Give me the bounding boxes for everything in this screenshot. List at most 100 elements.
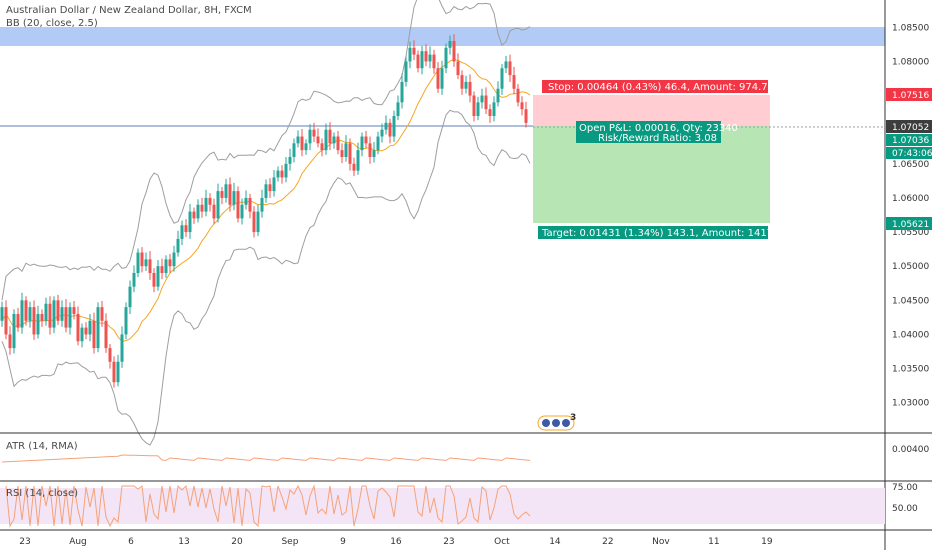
candle-body — [32, 307, 36, 335]
candle-body — [92, 320, 96, 349]
candle-body — [336, 136, 340, 151]
candle-body — [444, 47, 448, 69]
time-tick-label: 6 — [128, 537, 134, 547]
bb-legend: BB (20, close, 2.5) — [6, 18, 98, 29]
risk-reward-text: Risk/Reward Ratio: 3.08 — [598, 133, 717, 144]
candle-body — [272, 177, 276, 192]
candle-body — [464, 81, 468, 89]
time-tick-label: 22 — [602, 537, 613, 547]
candle-body — [460, 75, 464, 89]
candle-body — [384, 122, 388, 130]
candle-body — [220, 191, 224, 198]
candle-body — [488, 109, 492, 117]
rsi-legend: RSI (14, close) — [6, 488, 79, 499]
candle-body — [428, 54, 432, 62]
candle-body — [344, 143, 348, 157]
candle-body — [36, 313, 40, 335]
candle-body — [280, 170, 284, 178]
candle-body — [148, 259, 152, 274]
time-tick-label: Nov — [652, 537, 670, 547]
candle-body — [348, 143, 352, 164]
candle-body — [376, 136, 380, 151]
countdown-badge: 07:43:06 — [886, 147, 932, 159]
candle-body — [300, 136, 304, 151]
candle-body — [48, 303, 52, 328]
symbol-title: Australian Dollar / New Zealand Dollar, … — [6, 5, 252, 16]
candle-body — [172, 252, 176, 267]
target-label: Target: 0.01431 (1.34%) 143.1, Amount: 1… — [538, 226, 773, 239]
stop-label: Stop: 0.00464 (0.43%) 46.4, Amount: 974.… — [542, 80, 768, 93]
candle-body — [292, 143, 296, 157]
target-text: Target: 0.01431 (1.34%) 143.1, Amount: 1… — [541, 228, 773, 239]
resistance-zone[interactable] — [0, 27, 885, 46]
candle-body — [232, 191, 236, 205]
candle-body — [340, 150, 344, 157]
candle-body — [424, 51, 428, 62]
candle-body — [472, 95, 476, 117]
price-tick-label: 1.06000 — [892, 194, 929, 204]
candle-body — [368, 143, 372, 157]
candle-body — [116, 361, 120, 383]
indicator-tick-label: 0.00400 — [892, 445, 929, 455]
candle-body — [256, 211, 260, 233]
candle-body — [56, 300, 60, 321]
candle-body — [360, 136, 364, 151]
candle-body — [168, 259, 172, 267]
candle-body — [112, 361, 116, 383]
candle-body — [76, 313, 80, 342]
candle-body — [328, 129, 332, 144]
candle-body — [204, 197, 208, 212]
candle-body — [144, 259, 148, 267]
candle-body — [284, 163, 288, 178]
candle-body — [192, 211, 196, 219]
candle-body — [208, 197, 212, 205]
candle-body — [104, 320, 108, 349]
price-tick-label: 1.04500 — [892, 296, 929, 306]
time-tick-label: 16 — [390, 537, 402, 547]
time-tick-label: 9 — [340, 537, 346, 547]
time-tick-label: 20 — [231, 537, 243, 547]
candle-body — [400, 81, 404, 103]
candle-body — [108, 348, 112, 362]
stop-zone[interactable] — [533, 95, 770, 126]
candle-body — [320, 143, 324, 151]
candle-body — [72, 307, 76, 314]
candle-body — [180, 225, 184, 239]
candle-body — [84, 327, 88, 335]
rsi-line — [5, 484, 531, 528]
candle-body — [504, 61, 508, 69]
time-tick-label: 11 — [708, 537, 719, 547]
candle-body — [216, 191, 220, 219]
candle-body — [288, 156, 292, 164]
candle-body — [508, 61, 512, 76]
candle-body — [496, 88, 500, 103]
events-count: 3 — [570, 413, 576, 423]
candle-body — [120, 334, 124, 362]
time-tick-label: 19 — [761, 537, 773, 547]
candle-body — [500, 68, 504, 89]
entry-price-badge: 1.07036 — [886, 134, 932, 146]
candle-body — [312, 129, 316, 137]
time-tick-label: 23 — [443, 537, 454, 547]
candle-body — [276, 170, 280, 178]
events-icon[interactable]: 3 — [537, 413, 576, 431]
candle-body — [136, 252, 140, 274]
candle-body — [152, 273, 156, 287]
candle-body — [392, 116, 396, 137]
candle-body — [372, 150, 376, 157]
candle-body — [160, 266, 164, 274]
candle-body — [524, 109, 528, 123]
candles — [0, 34, 528, 388]
candle-body — [476, 102, 480, 117]
candle-body — [308, 129, 312, 144]
stop-text: Stop: 0.00464 (0.43%) 46.4, Amount: 974.… — [548, 82, 768, 93]
entry-price-badge-text: 1.07036 — [892, 136, 929, 146]
candle-body — [304, 143, 308, 151]
target-price-badge-text: 1.05621 — [892, 220, 929, 230]
candle-body — [132, 273, 136, 287]
candle-body — [212, 204, 216, 219]
price-tick-label: 1.08500 — [892, 23, 929, 33]
time-axis[interactable]: 23 Aug 6 13 20 Sep 9 16 23 Oct 14 22 Nov 11 19 — [19, 537, 773, 547]
candle-body — [200, 204, 204, 212]
